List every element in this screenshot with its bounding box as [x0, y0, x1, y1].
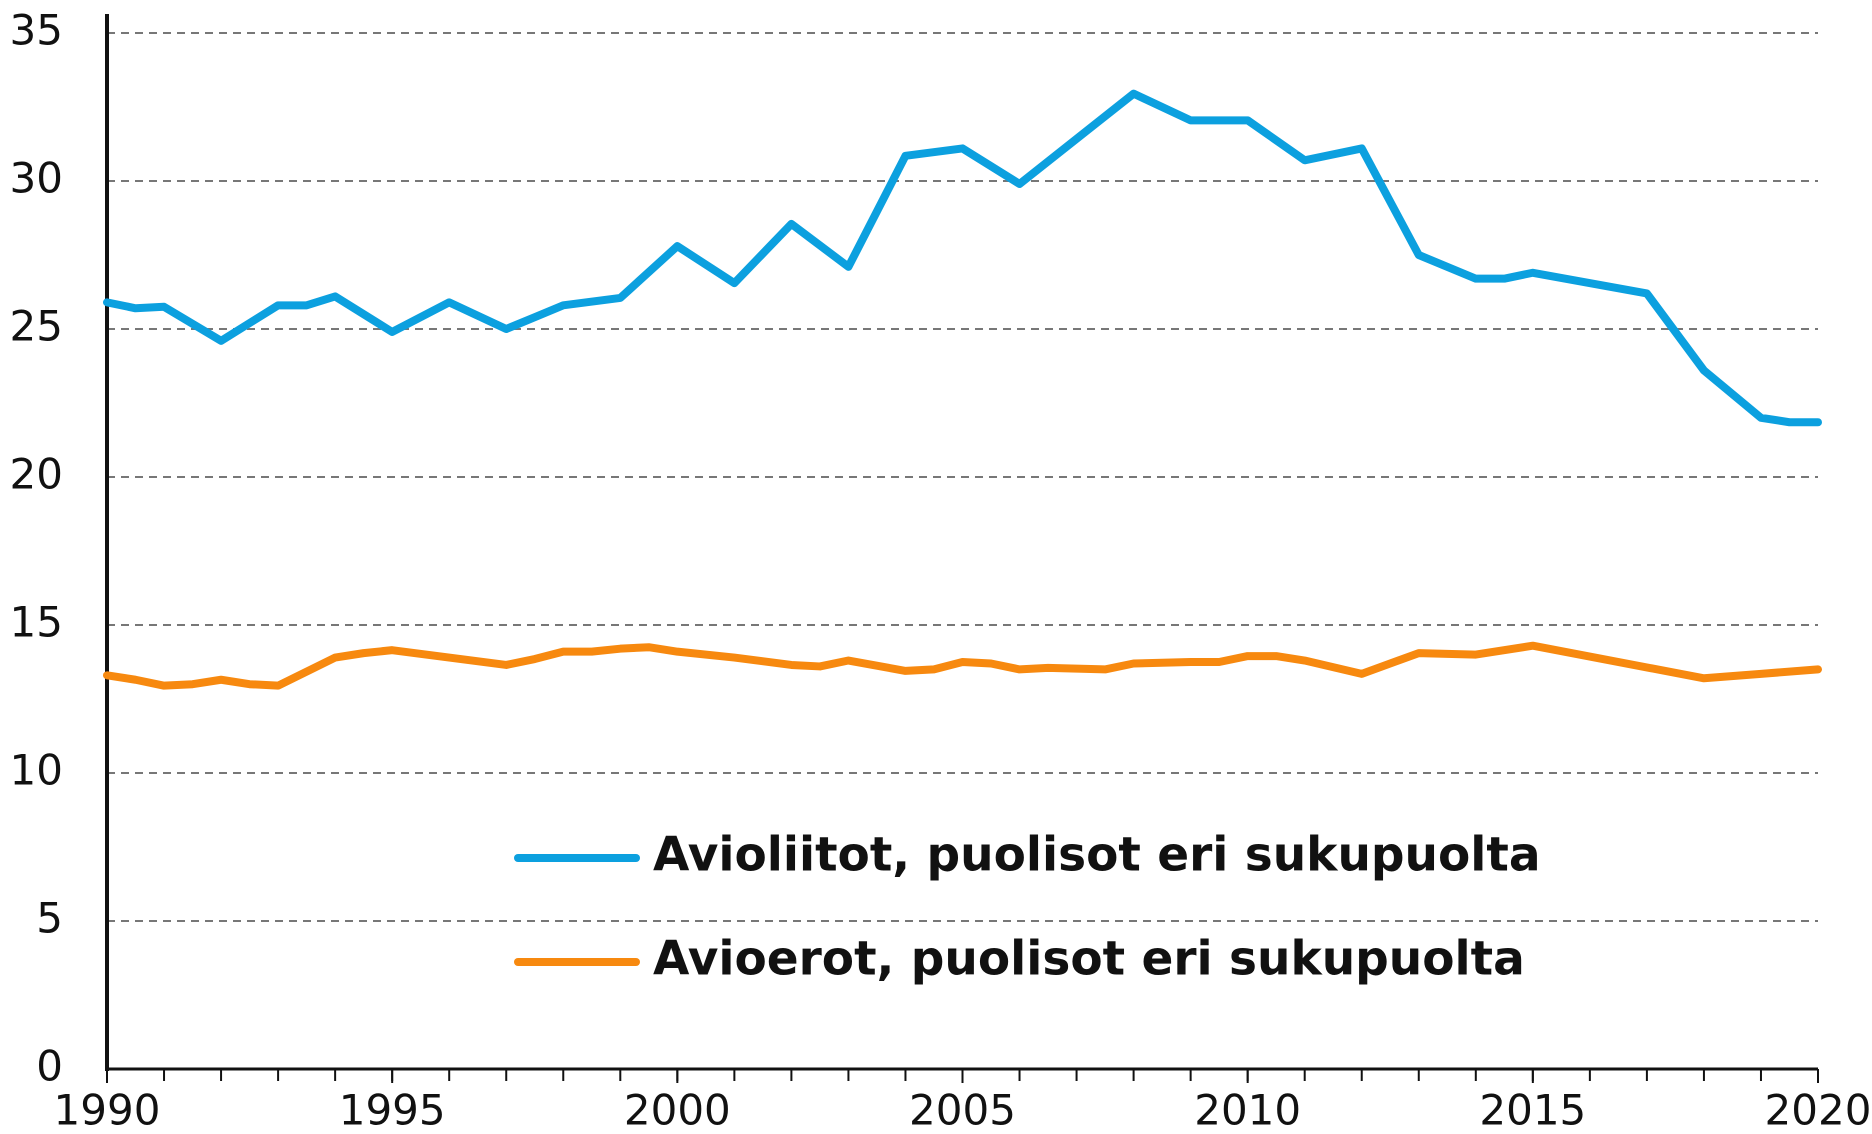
- y-tick-label: 25: [10, 302, 63, 351]
- x-tick-label: 1995: [339, 1086, 446, 1134]
- x-tick-label: 1990: [54, 1086, 161, 1134]
- y-tick-label: 0: [36, 1042, 63, 1091]
- y-tick-label: 35: [10, 6, 63, 55]
- y-tick-label: 30: [10, 154, 63, 203]
- x-tick-label: 2010: [1194, 1086, 1301, 1134]
- y-tick-label: 5: [36, 894, 63, 943]
- x-tick-label: 2000: [624, 1086, 731, 1134]
- x-tick-label: 2005: [909, 1086, 1016, 1134]
- legend-label: Avioliitot, puolisot eri sukupuolta: [653, 828, 1541, 883]
- x-tick-label: 2020: [1765, 1086, 1872, 1134]
- y-tick-label: 10: [10, 746, 63, 795]
- line-series: [103, 89, 1822, 427]
- line-series: [103, 641, 1822, 690]
- y-tick-label: 15: [10, 598, 63, 647]
- legend-label: Avioerot, puolisot eri sukupuolta: [653, 932, 1525, 987]
- y-tick-label: 20: [10, 450, 63, 499]
- x-tick-label: 2015: [1479, 1086, 1586, 1134]
